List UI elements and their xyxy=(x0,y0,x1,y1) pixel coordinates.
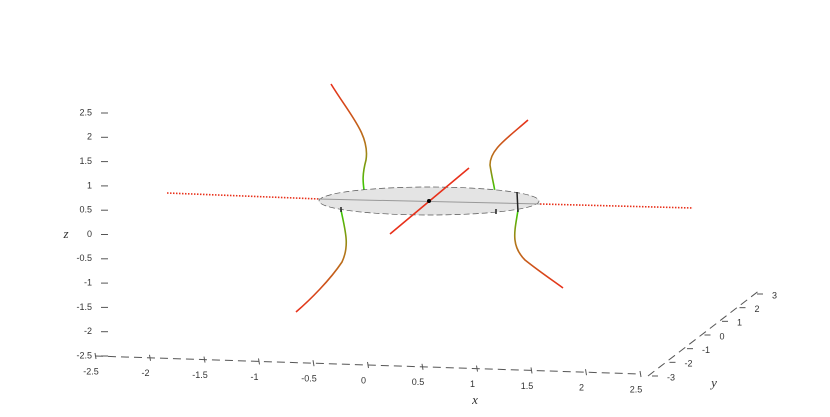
x-tick-label: 0 xyxy=(361,375,366,385)
z-tick-label: 0 xyxy=(87,229,92,239)
curve xyxy=(295,209,348,313)
x-tick xyxy=(149,354,151,361)
x-tick-label: 2.5 xyxy=(630,384,643,394)
x-tick-label: 2 xyxy=(579,383,584,393)
x-axis-label: x xyxy=(471,392,478,407)
x-tick xyxy=(94,352,97,360)
x-tick-label: 0.5 xyxy=(412,377,425,387)
x-tick xyxy=(258,358,260,365)
z-axis-label: z xyxy=(62,226,68,241)
y-tick-label: -3 xyxy=(667,372,675,382)
y-tick-label: -1 xyxy=(702,345,710,355)
x-tick-label: 1.5 xyxy=(521,381,534,391)
curve xyxy=(330,83,368,191)
curve xyxy=(513,209,564,289)
z-tick-label: -1.5 xyxy=(76,302,92,312)
x-tick-label: -1.5 xyxy=(192,370,208,380)
y-tick-label: 3 xyxy=(772,290,777,300)
x-tick xyxy=(203,356,206,363)
y-tick-label: -2 xyxy=(685,359,693,369)
x-tick-label: 1 xyxy=(470,379,475,389)
z-tick-label: -1 xyxy=(84,277,92,287)
z-tick-label: 2 xyxy=(87,132,92,142)
x-tick-label: -1 xyxy=(250,372,258,382)
y-tick-label: 2 xyxy=(755,304,760,314)
x-tick-label: -0.5 xyxy=(301,374,317,384)
z-tick-label: 1.5 xyxy=(79,156,92,166)
x-tick xyxy=(421,363,424,370)
y-tick-label: 1 xyxy=(737,318,742,328)
ray-left xyxy=(166,192,321,200)
x-tick xyxy=(585,369,587,376)
y-tick-label: 0 xyxy=(720,331,725,341)
z-tick-label: -2.5 xyxy=(76,350,92,360)
z-tick-label: 2.5 xyxy=(79,107,92,117)
y-axis xyxy=(647,289,761,377)
center-point xyxy=(427,199,431,203)
z-tick-label: 0.5 xyxy=(79,205,92,215)
z-tick-label: -0.5 xyxy=(76,253,92,263)
curve xyxy=(489,119,529,193)
x-tick xyxy=(530,367,533,374)
marker xyxy=(516,191,519,213)
x-tick xyxy=(367,361,369,369)
x-tick-label: -2.5 xyxy=(83,366,99,376)
y-axis-label: y xyxy=(709,375,717,390)
x-tick xyxy=(639,370,642,378)
ray-right xyxy=(539,203,694,209)
z-tick-label: 1 xyxy=(87,180,92,190)
curves xyxy=(166,83,694,313)
x-tick-label: -2 xyxy=(141,368,149,378)
z-tick-label: -2 xyxy=(84,326,92,336)
x-tick xyxy=(312,360,315,367)
x-tick xyxy=(476,365,478,372)
